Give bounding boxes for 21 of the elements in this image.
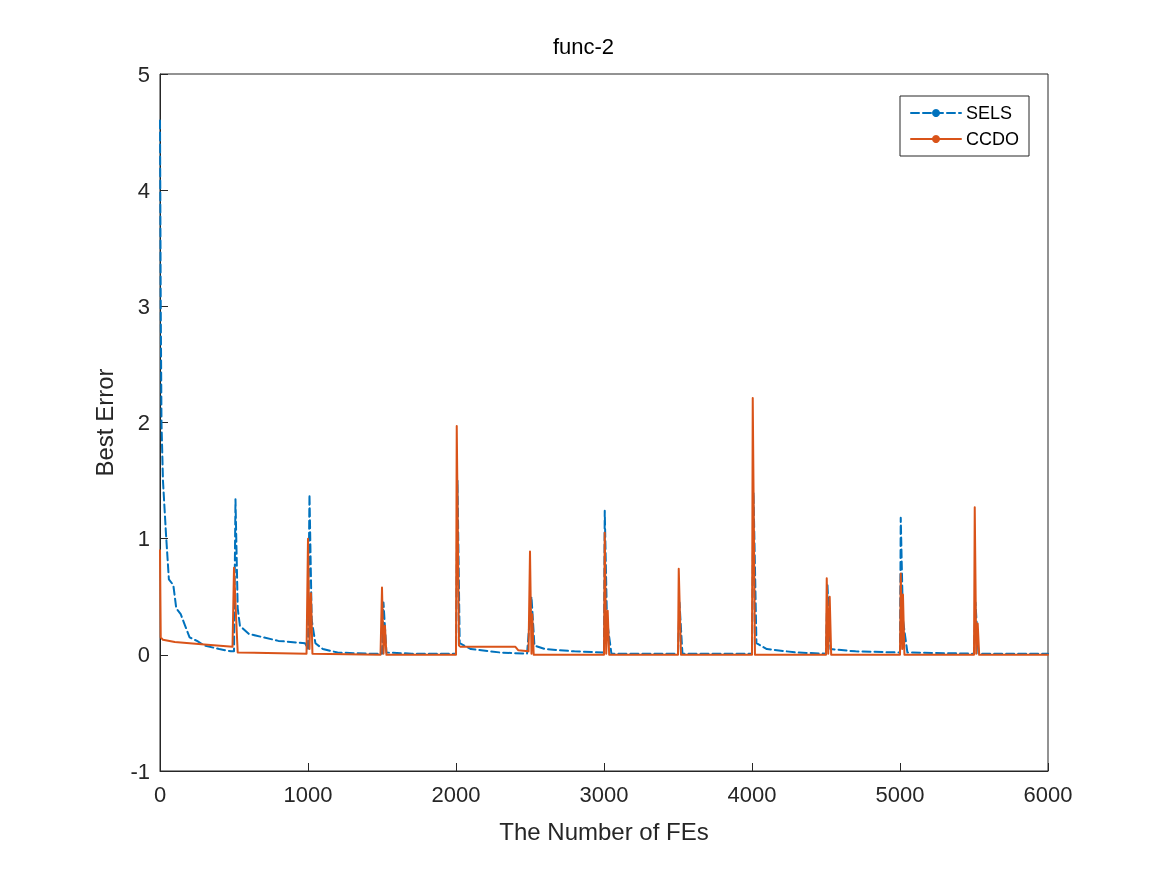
chart-title: func-2 [552, 33, 615, 59]
x-tick-label: 1000 [283, 781, 333, 807]
x-tick-label: 6000 [1023, 781, 1073, 807]
legend-label: SELS [966, 103, 1013, 123]
legend-label: CCDO [966, 129, 1019, 149]
y-tick-label: 1 [137, 526, 150, 552]
y-tick-label: 0 [137, 642, 150, 668]
x-tick-label: 2000 [431, 781, 481, 807]
x-tick-label: 5000 [875, 781, 925, 807]
x-tick-label: 4000 [727, 781, 777, 807]
y-tick-label: 4 [137, 177, 150, 203]
y-axis-title: Best Error [90, 368, 118, 477]
line-series [159, 397, 1049, 656]
x-axis-title: The Number of FEs [499, 817, 709, 845]
line-series [159, 119, 1049, 655]
y-tick-label: 5 [137, 61, 150, 87]
y-tick-label: -1 [130, 758, 150, 784]
y-tick-label: 3 [137, 293, 150, 319]
x-tick-label: 0 [153, 781, 167, 807]
x-tick-label: 3000 [579, 781, 629, 807]
y-tick-label: 2 [137, 410, 150, 435]
